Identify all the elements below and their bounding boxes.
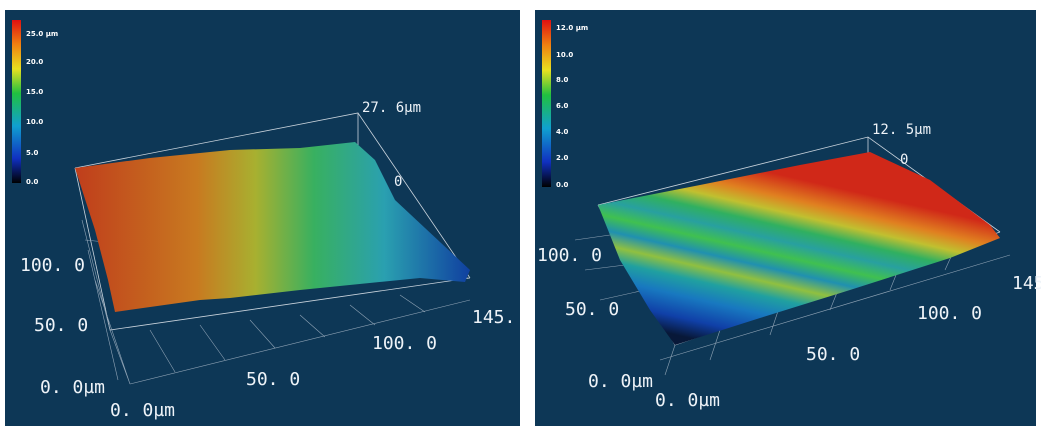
colorbar-label: 25.0 µm xyxy=(26,30,58,38)
colorbar-label: 0.0 xyxy=(556,181,569,189)
y-axis-label: 0. 0µm xyxy=(588,371,653,392)
colorbar xyxy=(12,20,21,183)
x-axis-label: 50. 0 xyxy=(806,344,860,365)
z-max-label: 12. 5µm xyxy=(872,122,931,138)
x-axis-label: 0. 0µm xyxy=(110,400,175,421)
y-axis-label: 50. 0 xyxy=(565,299,619,320)
colorbar-label: 4.0 xyxy=(556,128,569,136)
x-axis-label: 145 xyxy=(1012,273,1041,294)
y-axis-label: 50. 0 xyxy=(34,315,88,336)
panel: 12.0 µm 10.0 8.0 6.0 4.0 2.0 0.0 12. 5µm… xyxy=(535,10,1041,426)
colorbar-label: 2.0 xyxy=(556,154,569,162)
colorbar-label: 20.0 xyxy=(26,58,43,66)
z-min-label: 0 xyxy=(394,174,402,190)
surface xyxy=(75,142,470,312)
colorbar xyxy=(542,20,551,187)
y-axis-label: 0. 0µm xyxy=(40,377,105,398)
z-min-label: 0 xyxy=(900,152,908,168)
y-axis-label: 100. 0 xyxy=(20,255,85,276)
surface xyxy=(598,152,1000,345)
x-axis-label: 0. 0µm xyxy=(655,390,720,411)
panel: 25.0 µm 20.0 15.0 10.0 5.0 0.0 27. 6µm 0… xyxy=(5,10,520,426)
y-axis-label: 100. 0 xyxy=(537,245,602,266)
colorbar-label: 8.0 xyxy=(556,76,569,84)
colorbar-label: 10.0 xyxy=(556,51,573,59)
x-axis-label: 100. 0 xyxy=(372,333,437,354)
x-axis-label: 100. 0 xyxy=(917,303,982,324)
colorbar-label: 10.0 xyxy=(26,118,43,126)
colorbar-label: 5.0 xyxy=(26,149,39,157)
z-max-label: 27. 6µm xyxy=(362,100,421,116)
colorbar-label: 15.0 xyxy=(26,88,43,96)
colorbar-label: 0.0 xyxy=(26,178,39,186)
colorbar-label: 12.0 µm xyxy=(556,24,588,32)
colorbar-label: 6.0 xyxy=(556,102,569,110)
x-axis-label: 50. 0 xyxy=(246,369,300,390)
x-axis-label: 145. xyxy=(472,307,515,328)
